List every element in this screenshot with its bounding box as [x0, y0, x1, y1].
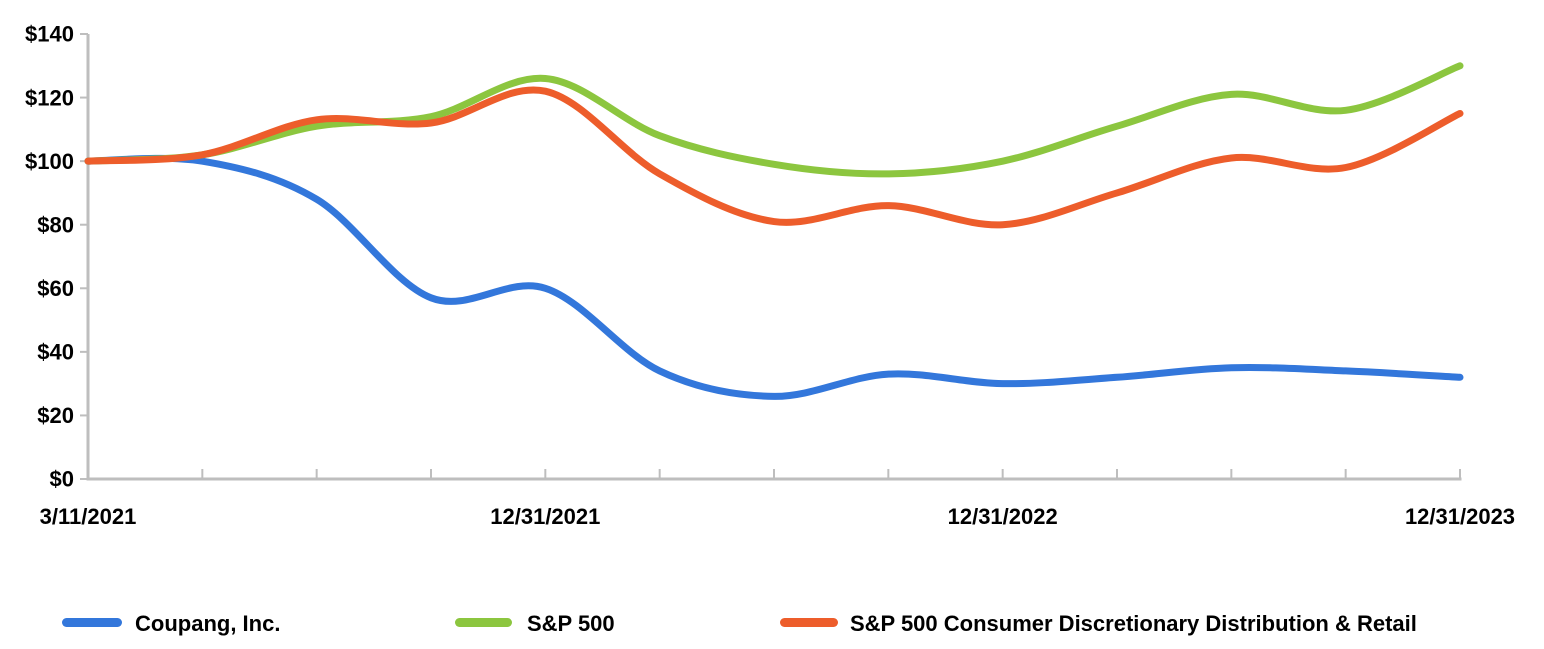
y-axis-tick-label: $0 [50, 467, 74, 492]
legend-swatch-sp500 [455, 618, 512, 627]
legend-swatch-sp500-consumer-discretionary [780, 618, 838, 627]
y-axis-tick-label: $20 [37, 403, 74, 428]
axes [80, 33, 1462, 481]
chart-legend: Coupang, Inc. S&P 500 S&P 500 Consumer D… [62, 611, 1417, 636]
series-lines [84, 62, 1464, 400]
legend-label-sp500: S&P 500 [527, 611, 615, 636]
legend-label-coupang: Coupang, Inc. [135, 611, 280, 636]
x-axis-tick-label: 12/31/2021 [490, 504, 600, 529]
series-line-2 [84, 86, 1464, 229]
legend-label-sp500-consumer-discretionary: S&P 500 Consumer Discretionary Distribut… [850, 611, 1417, 636]
x-axis-tick-label: 12/31/2023 [1405, 504, 1515, 529]
axis-labels: $0 $20 $40 $60 $80 $100 $120 $140 3/11/2021 12/31… [25, 22, 1515, 529]
y-axis-tick-label: $100 [25, 149, 74, 174]
y-axis-tick-label: $120 [25, 85, 74, 110]
y-axis-tick-label: $140 [25, 22, 74, 47]
x-axis-tick-label: 12/31/2022 [948, 504, 1058, 529]
legend-swatch-coupang [62, 618, 122, 627]
x-axis-tick-label: 3/11/2021 [40, 504, 137, 529]
y-axis-tick-label: $80 [37, 212, 74, 237]
y-axis-tick-label: $60 [37, 276, 74, 301]
y-axis-tick-label: $40 [37, 340, 74, 365]
series-line-1 [84, 62, 1464, 178]
series-line-0 [84, 154, 1464, 400]
